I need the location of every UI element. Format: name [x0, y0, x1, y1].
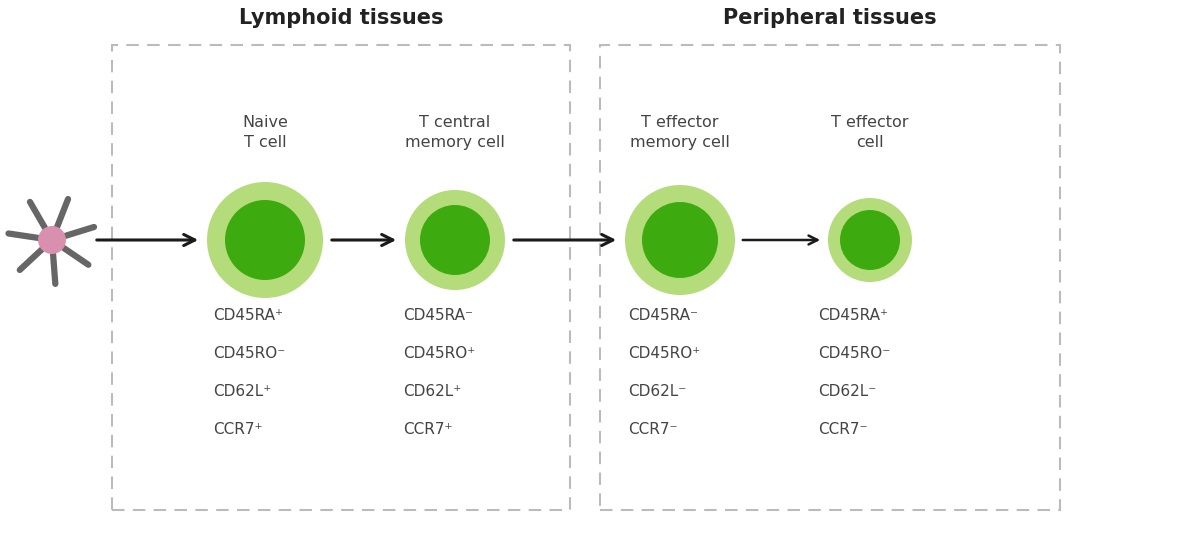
Text: CD45RA⁺: CD45RA⁺	[818, 307, 888, 323]
Circle shape	[642, 202, 718, 278]
Circle shape	[828, 198, 912, 282]
Text: CD45RO⁻: CD45RO⁻	[818, 345, 890, 360]
Text: Naive
T cell: Naive T cell	[242, 115, 288, 150]
Text: CD62L⁺: CD62L⁺	[403, 383, 461, 398]
Text: Lymphoid tissues: Lymphoid tissues	[239, 8, 443, 28]
Text: CD45RO⁻: CD45RO⁻	[214, 345, 286, 360]
Circle shape	[840, 210, 900, 270]
Text: CD45RO⁺: CD45RO⁺	[628, 345, 701, 360]
Bar	[600, 45, 1060, 510]
Text: CCR7⁺: CCR7⁺	[214, 421, 263, 436]
Circle shape	[625, 185, 734, 295]
Text: CD45RA⁻: CD45RA⁻	[628, 307, 698, 323]
Text: T effector
cell: T effector cell	[832, 115, 908, 150]
Circle shape	[406, 190, 505, 290]
Text: Peripheral tissues: Peripheral tissues	[724, 8, 937, 28]
Bar	[112, 45, 570, 510]
Text: CD45RA⁻: CD45RA⁻	[403, 307, 473, 323]
Text: CD62L⁻: CD62L⁻	[628, 383, 686, 398]
Text: T central
memory cell: T central memory cell	[406, 115, 505, 150]
Circle shape	[420, 205, 490, 275]
Text: CCR7⁺: CCR7⁺	[403, 421, 452, 436]
Text: CD62L⁻: CD62L⁻	[818, 383, 876, 398]
Text: CCR7⁻: CCR7⁻	[818, 421, 868, 436]
Text: CCR7⁻: CCR7⁻	[628, 421, 678, 436]
Circle shape	[226, 200, 305, 280]
Circle shape	[208, 182, 323, 298]
Text: CD62L⁺: CD62L⁺	[214, 383, 271, 398]
Text: CD45RA⁺: CD45RA⁺	[214, 307, 283, 323]
Text: T effector
memory cell: T effector memory cell	[630, 115, 730, 150]
Text: CD45RO⁺: CD45RO⁺	[403, 345, 475, 360]
Circle shape	[38, 226, 66, 254]
